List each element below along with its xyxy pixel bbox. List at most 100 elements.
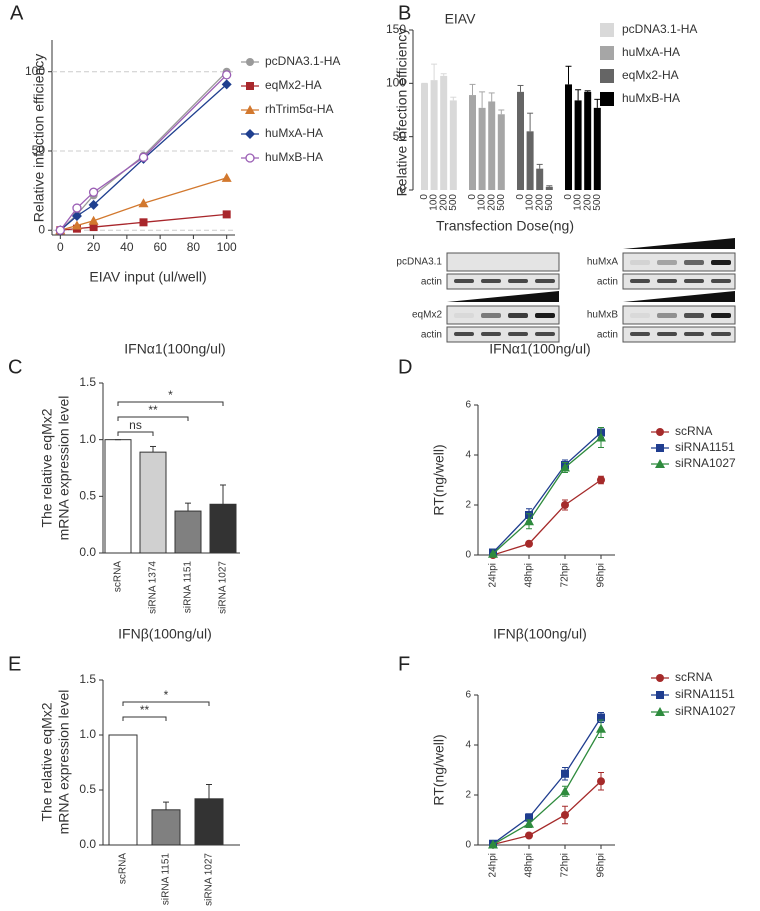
blot-label: actin: [421, 277, 442, 288]
x-tick-label: siRNA 1151: [183, 561, 194, 614]
y-tick-label: 150: [386, 22, 406, 36]
blot-band: [508, 313, 528, 318]
chart-title: EIAV: [445, 11, 477, 27]
y-tick-label: 0: [465, 550, 471, 561]
blot-panel: [446, 326, 560, 343]
legend-swatch: [600, 92, 614, 106]
point: [72, 203, 82, 213]
point: [561, 501, 569, 509]
bar: [430, 80, 438, 190]
blot-label: pcDNA3.1: [396, 257, 442, 268]
x-tick-label: 100: [525, 194, 536, 211]
point: [597, 777, 605, 786]
dose-wedge: [623, 238, 735, 249]
blot-band: [508, 332, 528, 336]
x-axis-label: EIAV input (ul/well): [89, 269, 206, 285]
x-tick-label: siRNA 1027: [218, 561, 229, 614]
y-tick-label: 6: [465, 690, 471, 701]
significance-label: **: [148, 403, 158, 417]
y-tick-label: 0: [465, 840, 471, 851]
blot-label: actin: [421, 330, 442, 341]
blot-panel: [622, 273, 736, 290]
blot-band: [630, 260, 650, 265]
y-axis-label: The relative eqMx2: [39, 702, 55, 821]
blot-band: [630, 332, 650, 336]
blot-band: [481, 332, 501, 336]
x-tick-label: 20: [87, 240, 101, 254]
x-tick-label: 500: [448, 194, 459, 211]
series-line: [492, 479, 602, 556]
bar: [517, 91, 524, 190]
legend-label: siRNA1151: [675, 440, 735, 454]
legend-label: siRNA1151: [675, 687, 735, 701]
point: [89, 223, 98, 232]
legend-label: eqMx2-HA: [622, 68, 679, 82]
point: [596, 432, 606, 442]
bar: [194, 798, 224, 846]
blot-band: [684, 313, 704, 318]
point: [221, 79, 232, 90]
significance-bracket: [117, 431, 154, 436]
panel-label: C: [8, 356, 22, 378]
blot-label: huMxA: [587, 257, 618, 268]
blot-label: huMxB: [587, 310, 618, 321]
legend-label: huMxB-HA: [622, 91, 680, 105]
x-tick-label: 500: [544, 194, 555, 211]
legend-label: scRNA: [675, 670, 712, 684]
y-axis-label: RT(ng/well): [431, 444, 447, 515]
series-line: [492, 780, 602, 846]
x-tick-label: 200: [486, 194, 497, 211]
y-tick-label: 100: [386, 76, 406, 90]
legend-marker: [656, 428, 664, 436]
y-axis-label: mRNA expression level: [56, 396, 72, 541]
series-line: [492, 432, 602, 553]
legend-marker: [656, 444, 664, 452]
y-tick-label: 0.0: [79, 837, 96, 851]
point: [88, 187, 99, 197]
series-line: [492, 728, 602, 846]
x-tick-label: siRNA 1151: [161, 853, 172, 906]
blot-band: [454, 332, 474, 336]
x-tick-label: 24hpi: [488, 853, 499, 877]
x-tick-label: 200: [534, 194, 545, 211]
bar: [104, 439, 132, 554]
point: [524, 516, 534, 526]
point: [560, 786, 570, 796]
blot-band: [535, 332, 555, 336]
y-tick-label: 0: [38, 222, 45, 236]
chart-title: IFNα1(100ng/ul): [124, 341, 225, 357]
blot-panel: [622, 305, 736, 325]
panel-label: D: [398, 356, 412, 378]
blot-band: [657, 260, 677, 265]
significance-label: ns: [129, 418, 142, 432]
legend-label: pcDNA3.1-HA: [265, 54, 340, 68]
bar: [421, 83, 428, 190]
legend-marker: [655, 459, 665, 468]
bar: [574, 100, 582, 190]
legend-label: scRNA: [675, 424, 712, 438]
blot-band: [630, 279, 650, 283]
bar: [209, 503, 237, 554]
blot-band: [481, 313, 501, 318]
blot-band: [454, 313, 474, 318]
point: [222, 210, 231, 219]
y-tick-label: 1.0: [79, 727, 96, 741]
x-tick-label: siRNA 1027: [204, 853, 215, 906]
legend-label: huMxA-HA: [265, 126, 323, 140]
y-tick-label: 0.0: [79, 545, 96, 559]
blot-band: [508, 279, 528, 283]
significance-bracket: [117, 416, 189, 421]
significance-bracket: [117, 401, 224, 406]
series-line: [492, 717, 602, 845]
y-axis-label: Relative infection efficiency: [31, 54, 47, 223]
x-tick-label: 96hpi: [596, 563, 607, 587]
legend-marker: [245, 153, 255, 163]
x-tick-label: 100: [429, 194, 440, 211]
point: [222, 70, 232, 80]
blot-panel: [446, 252, 560, 272]
bar: [108, 734, 138, 846]
legend-marker: [656, 691, 664, 699]
significance-label: *: [164, 688, 169, 702]
dose-wedge: [447, 291, 559, 302]
blot-band: [657, 332, 677, 336]
